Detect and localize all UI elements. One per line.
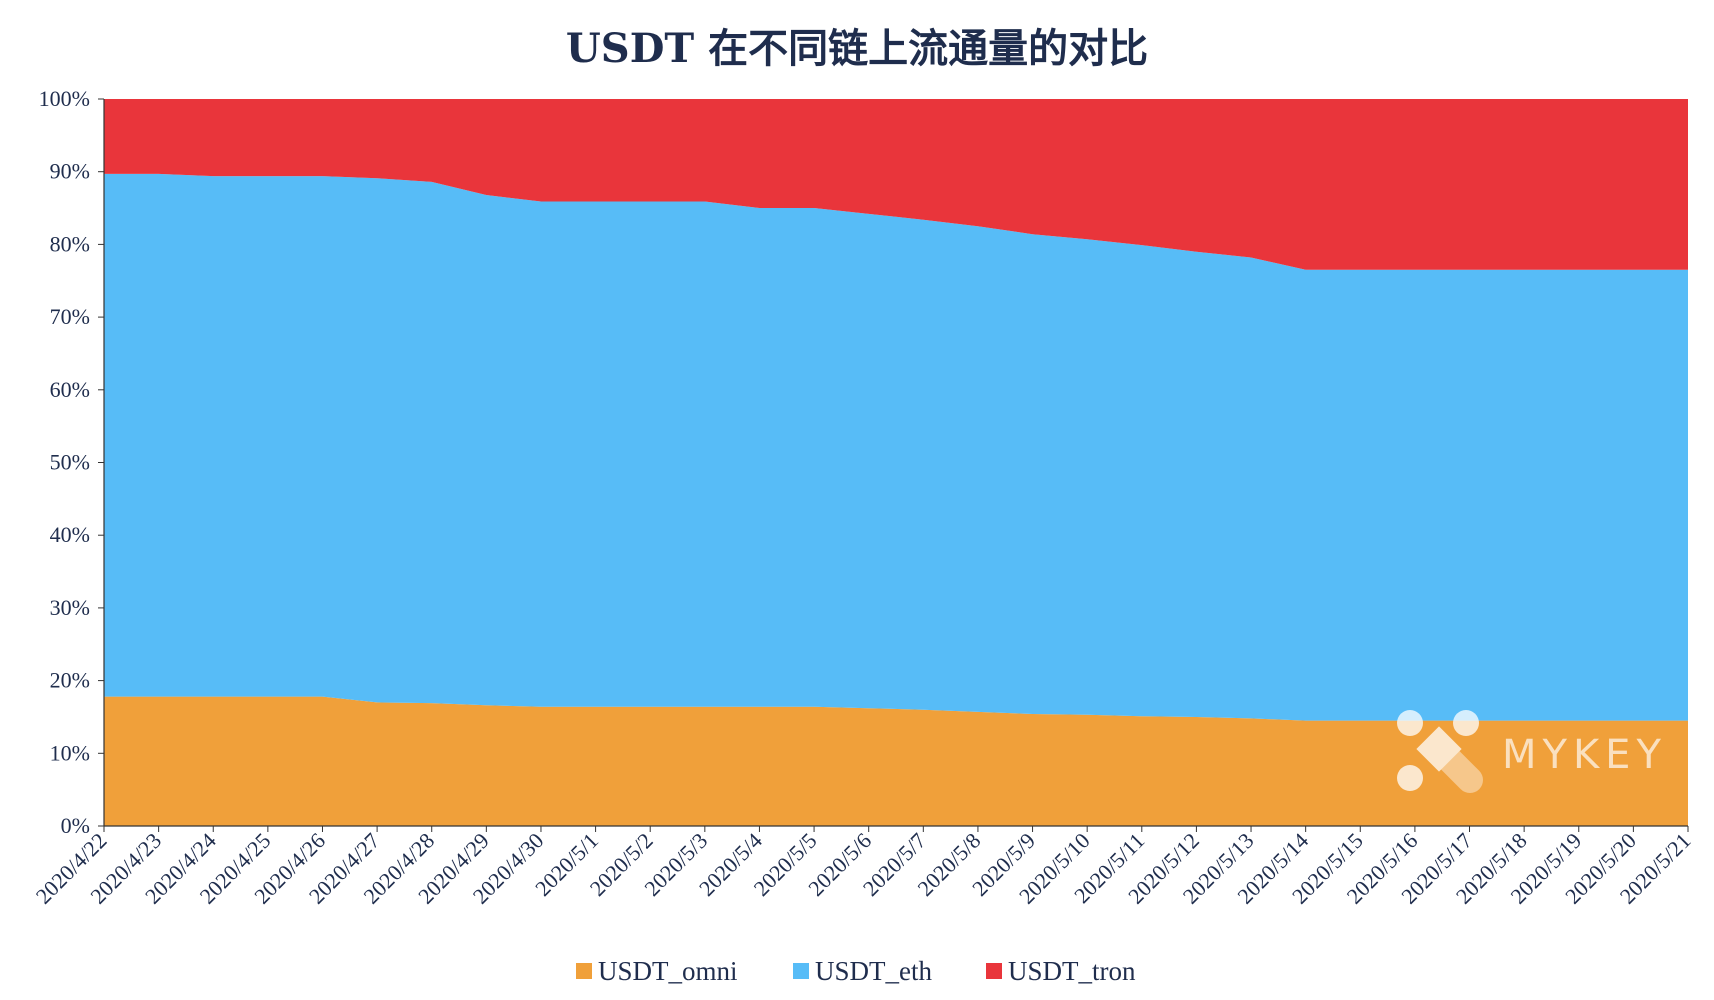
y-tick-label: 40% <box>50 522 90 547</box>
y-tick-label: 30% <box>50 595 90 620</box>
logo-dot-icon <box>1397 765 1423 791</box>
y-tick-label: 10% <box>50 740 90 765</box>
legend: USDT_omni USDT_eth USDT_tron <box>576 956 1136 986</box>
legend-swatch-tron <box>986 963 1002 979</box>
plot-areas <box>104 99 1688 826</box>
legend-label-eth: USDT_eth <box>815 956 932 986</box>
y-axis-ticks: 0% 10% 20% 30% 40% 50% 60% 70% 80% 90% 100% <box>39 86 104 838</box>
logo-diamond-icon <box>1416 726 1462 772</box>
logo-dot-icon <box>1397 710 1423 736</box>
watermark-text: MYKEY <box>1502 732 1667 778</box>
legend-label-tron: USDT_tron <box>1008 956 1136 986</box>
area-series-USDT_omni <box>104 696 1688 826</box>
chart-title: USDT 在不同链上流通量的对比 <box>566 25 1148 72</box>
y-tick-label: 60% <box>50 377 90 402</box>
y-tick-label: 80% <box>50 231 90 256</box>
y-tick-label: 70% <box>50 304 90 329</box>
y-tick-label: 20% <box>50 668 90 693</box>
logo-dot-icon <box>1453 710 1479 736</box>
area-series-USDT_eth <box>104 173 1688 721</box>
x-axis-ticks: 2020/4/222020/4/232020/4/242020/4/252020… <box>31 826 1696 909</box>
y-tick-label: 50% <box>50 450 90 475</box>
mykey-logo-watermark: MYKEY <box>1397 710 1667 793</box>
legend-swatch-omni <box>576 963 592 979</box>
area-series-USDT_tron <box>104 99 1688 270</box>
logo-stroke-icon <box>1429 739 1483 793</box>
y-tick-label: 90% <box>50 159 90 184</box>
legend-swatch-eth <box>793 963 809 979</box>
y-tick-label: 100% <box>39 86 90 111</box>
y-tick-label: 0% <box>61 813 90 838</box>
legend-label-omni: USDT_omni <box>598 956 738 986</box>
